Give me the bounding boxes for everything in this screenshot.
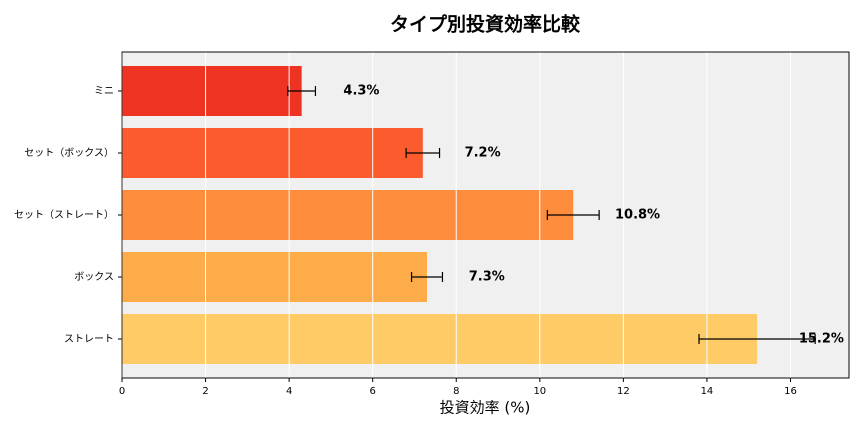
x-tick-label: 2	[202, 386, 208, 397]
value-label: 10.8%	[615, 208, 660, 223]
error-bar	[698, 334, 816, 344]
value-label: 15.2%	[799, 332, 844, 347]
x-tick-label: 10	[533, 386, 546, 397]
x-tick-label: 16	[784, 386, 797, 397]
x-tick-label: 6	[370, 386, 376, 397]
plot-frame	[121, 51, 850, 379]
x-tick-label: 0	[119, 386, 125, 397]
bar	[122, 128, 423, 178]
bar	[122, 314, 758, 364]
chart-title: タイプ別投資効率比較	[390, 13, 581, 36]
value-label: 7.2%	[465, 146, 501, 161]
value-label: 4.3%	[343, 84, 379, 99]
bar	[122, 66, 302, 116]
x-tick-label: 14	[701, 386, 714, 397]
bar	[122, 252, 428, 302]
x-tick-label: 8	[453, 386, 459, 397]
error-bar	[546, 210, 600, 220]
bar	[122, 190, 574, 240]
y-tick-label: ストレート	[64, 334, 114, 345]
y-tick-label: ボックス	[74, 271, 114, 283]
y-tick-label: セット（ストレート）	[14, 209, 114, 221]
y-tick-label: セット（ボックス）	[24, 147, 114, 159]
y-tick-label: ミニ	[94, 86, 114, 97]
value-label: 7.3%	[469, 270, 505, 285]
error-bar	[405, 148, 441, 158]
x-tick-label: 4	[286, 386, 292, 397]
error-bar	[287, 86, 317, 96]
x-tick-label: 12	[617, 386, 630, 397]
error-bar	[410, 272, 444, 282]
x-axis-label: 投資効率 (%)	[440, 399, 531, 417]
